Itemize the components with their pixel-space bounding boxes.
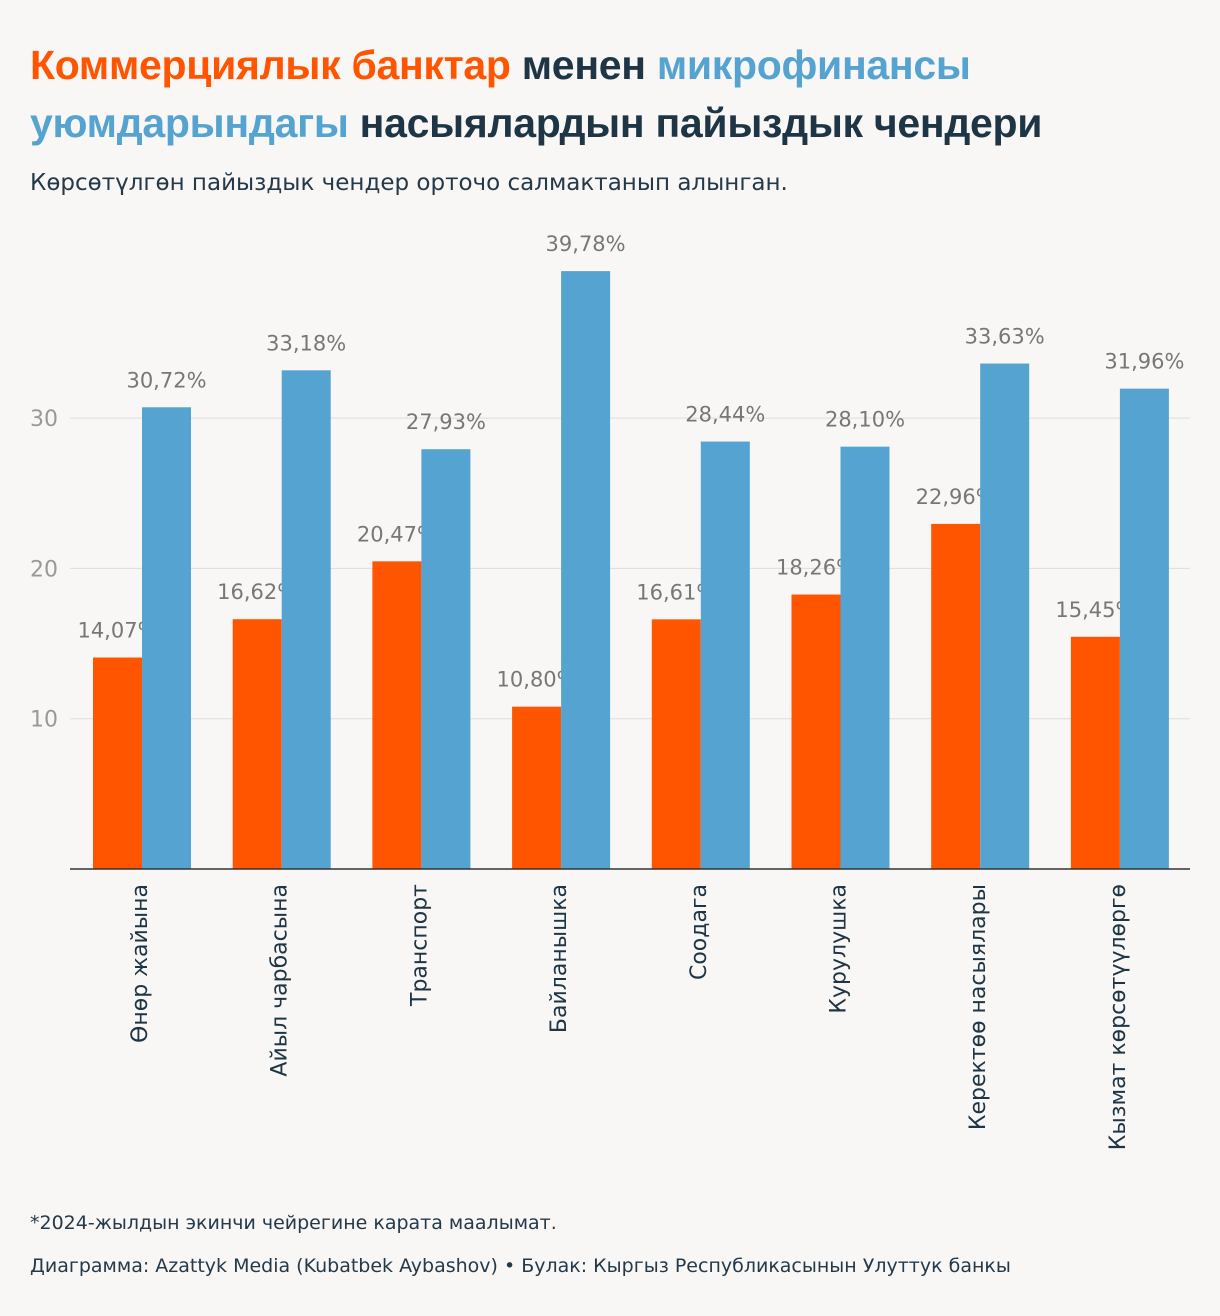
data-label-microfinance-6: 28,10% [825, 408, 905, 432]
category-label-7: Керектөө насыялары [966, 884, 991, 1130]
category-label-2: Айыл чарбасына [268, 884, 293, 1077]
bar-microfinance-8 [1119, 388, 1169, 869]
data-label-microfinance-8: 31,96% [1104, 350, 1184, 374]
data-label-microfinance-7: 33,63% [965, 325, 1045, 349]
y-tick-label-10: 10 [30, 708, 58, 733]
data-label-microfinance-4: 39,78% [546, 232, 626, 256]
chart-credit: Диаграмма: Azattyk Media (Kubatbek Aybas… [30, 1255, 498, 1277]
category-label-1: Өнөр жайына [128, 884, 153, 1043]
category-label-8: Кызмат көрсөтүүлөргө [1106, 884, 1131, 1150]
data-label-microfinance-5: 28,44% [685, 403, 765, 427]
data-label-microfinance-1: 30,72% [126, 368, 206, 392]
bar-banks-5 [651, 619, 701, 869]
y-tick-label-20: 20 [30, 557, 58, 582]
bar-banks-4 [512, 706, 562, 869]
bar-microfinance-2 [281, 370, 331, 869]
y-tick-label-30: 30 [30, 407, 58, 432]
bar-microfinance-4 [561, 271, 611, 870]
bar-banks-2 [232, 619, 282, 869]
bar-banks-8 [1070, 636, 1120, 869]
data-source: Булак: Кыргыз Республикасынын Улуттук ба… [521, 1255, 1011, 1277]
bar-microfinance-1 [142, 407, 191, 869]
bar-microfinance-5 [700, 441, 750, 869]
category-label-3: Транспорт [407, 884, 432, 1007]
title-banks: Коммерциялык банктар [30, 42, 511, 88]
chart-subtitle: Көрсөтүлгөн пайыздык чендер орточо салма… [30, 170, 788, 196]
data-label-microfinance-2: 33,18% [266, 331, 346, 355]
data-label-microfinance-3: 27,93% [406, 410, 486, 434]
category-label-4: Байланышка [547, 884, 572, 1033]
credits-separator: • [503, 1255, 516, 1277]
bar-banks-6 [791, 594, 841, 869]
category-label-6: Курулушка [827, 884, 852, 1014]
bar-microfinance-6 [840, 446, 890, 869]
title-connector: менен [521, 42, 646, 88]
title-microfinance: микрофинансы уюмдарындагы [30, 42, 971, 146]
bar-banks-7 [931, 523, 981, 869]
chart-title: Коммерциялык банктар менен микрофинансы … [30, 36, 1190, 152]
bar-microfinance-7 [980, 363, 1030, 869]
title-rest: насыялардын пайыздык чендери [359, 100, 1043, 146]
bar-banks-1 [93, 657, 142, 869]
bar-microfinance-3 [421, 449, 471, 869]
footnote: *2024-жылдын экинчи чейрегине карата маа… [30, 1212, 557, 1234]
bar-banks-3 [372, 561, 422, 869]
credits-line: Диаграмма: Azattyk Media (Kubatbek Aybas… [30, 1255, 1011, 1277]
category-label-5: Соодага [687, 884, 712, 980]
